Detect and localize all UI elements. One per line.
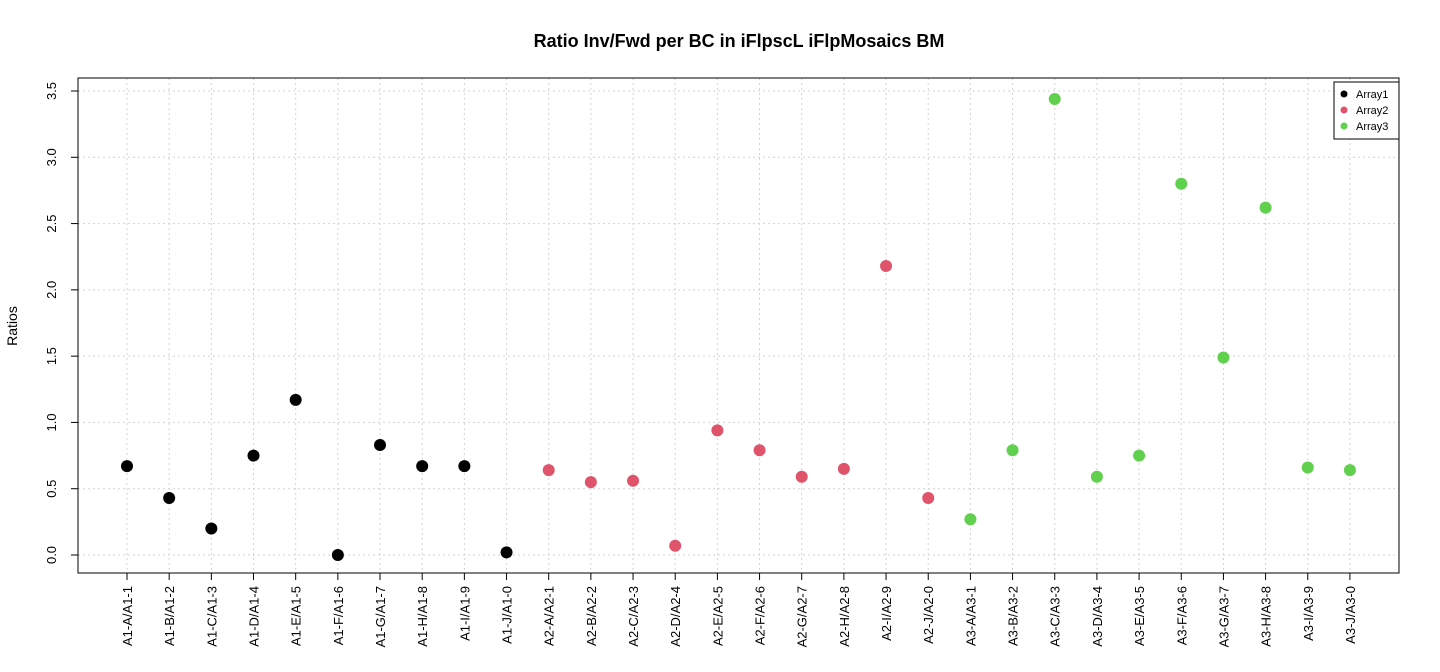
y-axis-label: Ratios: [4, 306, 20, 346]
x-tick-label: A3-I/A3-9: [1301, 586, 1316, 641]
data-point-array2: [837, 462, 850, 475]
x-tick-label: A1-D/A1-4: [247, 586, 262, 647]
y-tick-label: 3.0: [44, 148, 59, 166]
x-tick-label: A3-E/A3-5: [1132, 586, 1147, 646]
data-point-array2: [880, 259, 893, 272]
data-point-array1: [331, 549, 344, 561]
x-tick-label: A2-F/A2-6: [753, 586, 768, 645]
data-point-array3: [1301, 461, 1314, 474]
data-point-array1: [247, 449, 260, 462]
y-tick-label: 1.5: [44, 347, 59, 365]
x-tick-label: A3-B/A3-2: [1006, 586, 1021, 646]
x-tick-label: A3-A/A3-1: [963, 586, 978, 646]
x-tick-label: A3-C/A3-3: [1048, 586, 1063, 647]
data-point-array2: [711, 424, 724, 437]
plot-frame: [77, 77, 1400, 574]
data-point-array2: [669, 539, 682, 552]
x-tick-label: A2-D/A2-4: [668, 586, 683, 647]
data-point-array3: [1048, 92, 1061, 105]
x-tick-label: A2-G/A2-7: [795, 586, 810, 647]
x-tick-label: A1-B/A1-2: [162, 586, 177, 646]
y-tick-label: 2.0: [44, 281, 59, 299]
x-tick-label: A1-A/A1-1: [120, 586, 135, 646]
data-point-array3: [1343, 464, 1356, 477]
x-tick-label: A2-H/A2-8: [837, 586, 852, 647]
y-tick-label: 1.0: [44, 413, 59, 431]
x-tick-label: A1-E/A1-5: [289, 586, 304, 646]
x-tick-label: A1-F/A1-6: [331, 586, 346, 645]
grid-lines: [78, 78, 1399, 573]
data-point-array3: [1006, 444, 1019, 457]
y-tick-label: 2.5: [44, 215, 59, 233]
data-point-array1: [374, 438, 387, 451]
x-tick-label: A1-I/A1-9: [457, 586, 472, 641]
legend-marker-array1: [1340, 90, 1348, 98]
data-point-array3: [1133, 449, 1146, 462]
x-tick-label: A2-I/A2-9: [879, 586, 894, 641]
data-point-array2: [795, 470, 808, 483]
data-point-array1: [121, 460, 133, 473]
x-tick-label: A2-C/A2-3: [626, 586, 641, 647]
x-tick-label: A3-F/A3-6: [1174, 586, 1189, 645]
x-tick-label: A3-D/A3-4: [1090, 586, 1105, 647]
x-tick-label: A2-A/A2-1: [542, 586, 557, 646]
data-points: [121, 92, 1356, 561]
x-tick-label: A1-C/A1-3: [204, 586, 219, 647]
data-point-array2: [627, 474, 640, 487]
data-point-array1: [289, 393, 302, 406]
x-tick-label: A1-G/A1-7: [373, 586, 388, 647]
x-tick-label: A3-G/A3-7: [1216, 586, 1231, 647]
data-point-array3: [1217, 351, 1230, 364]
y-tick-label: 0.5: [44, 480, 59, 498]
x-tick-label: A3-J/A3-0: [1343, 586, 1358, 644]
x-tick-label: A2-B/A2-2: [584, 586, 599, 646]
axes: A1-A/A1-1 A1-B/A1-2 A1-C/A1-3 A1-D/A1-4 A1-E…: [44, 82, 1358, 647]
data-point-array3: [1090, 470, 1103, 483]
data-point-array2: [922, 491, 935, 504]
legend-label-array3: Array3: [1356, 121, 1388, 133]
data-point-array1: [205, 522, 218, 535]
data-point-array1: [416, 460, 429, 473]
data-point-array3: [1259, 201, 1272, 214]
x-tick-label: A1-J/A1-0: [500, 586, 515, 644]
data-point-array2: [542, 464, 555, 477]
chart-title: Ratio Inv/Fwd per BC in iFlpscL iFlpMosa…: [534, 31, 945, 51]
legend-label-array1: Array1: [1356, 89, 1388, 101]
y-tick-label: 3.5: [44, 82, 59, 100]
legend-label-array2: Array2: [1356, 105, 1388, 117]
x-tick-label: A1-H/A1-8: [415, 586, 430, 647]
data-point-array1: [163, 491, 176, 504]
data-point-array1: [458, 460, 471, 473]
x-tick-label: A2-J/A2-0: [921, 586, 936, 644]
data-point-array1: [500, 546, 513, 559]
data-point-array2: [584, 476, 597, 489]
legend-marker-array2: [1340, 106, 1348, 114]
x-tick-label: A2-E/A2-5: [710, 586, 725, 646]
data-point-array2: [753, 444, 766, 457]
legend: Array1 Array2 Array3: [1333, 81, 1400, 140]
x-tick-label: A3-H/A3-8: [1259, 586, 1274, 647]
y-tick-label: 0.0: [44, 546, 59, 564]
data-point-array3: [1175, 177, 1188, 190]
legend-marker-array3: [1340, 122, 1348, 130]
data-point-array3: [964, 513, 977, 526]
